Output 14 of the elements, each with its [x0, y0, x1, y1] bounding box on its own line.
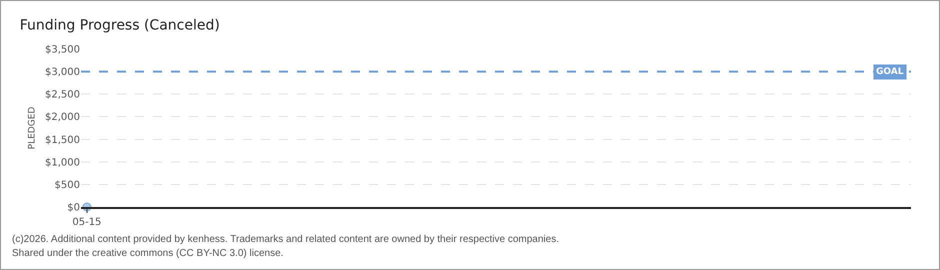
y-tick-label: $1,500 [45, 134, 80, 146]
y-tick-label: $2,500 [45, 90, 80, 101]
x-tick-label: 05-15 [72, 216, 102, 228]
y-tick-label: $3,000 [45, 67, 80, 78]
y-tick-label: $1,000 [45, 157, 80, 168]
text: (c)2026. Additional content provided by kenhess. Trademarks and related content are owned by their respective companies. [12, 234, 559, 245]
y-tick-label: $0 [67, 202, 80, 214]
text: Shared under the creative commons (CC BY-NC 3.0) license. [12, 248, 284, 259]
y-tick-label: $2,000 [45, 112, 80, 124]
y-tick-label: $3,500 [45, 44, 80, 56]
chart-title: Funding Progress (Canceled) [20, 18, 220, 34]
y-tick-label: $500 [54, 180, 80, 191]
ref-line-label: GOAL [876, 67, 904, 77]
y-axis-title: PLEDGED [27, 106, 38, 150]
